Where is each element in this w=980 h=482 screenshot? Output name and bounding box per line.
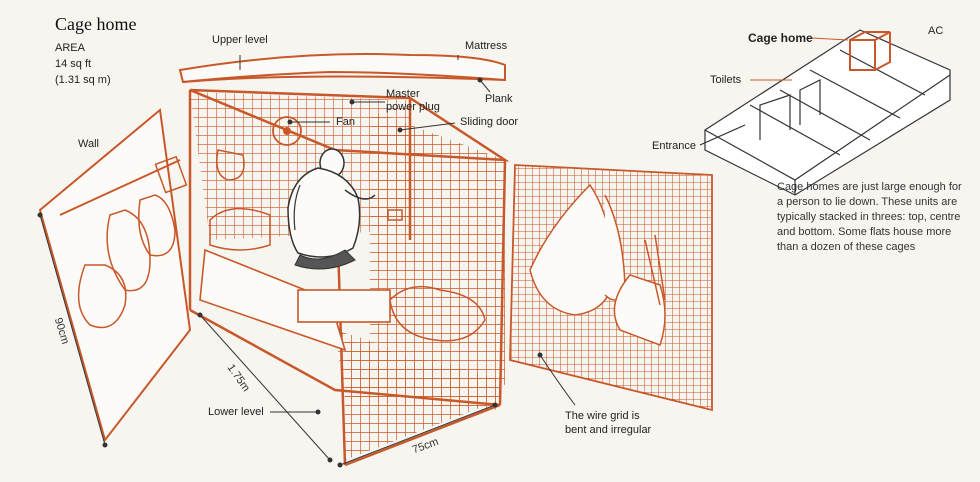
label-master-power-plug: Master power plug bbox=[386, 88, 440, 114]
page-title: Cage home bbox=[55, 14, 137, 34]
floor-plan bbox=[699, 29, 951, 196]
floorplan-ac-label: AC bbox=[928, 25, 944, 37]
wire-grid-panel bbox=[509, 164, 713, 412]
floorplan-toilets-label: Toilets bbox=[710, 74, 742, 86]
floorplan-cage-home-label: Cage home bbox=[748, 31, 813, 45]
label-mattress: Mattress bbox=[465, 40, 508, 52]
label-plank: Plank bbox=[485, 93, 513, 105]
dimension-lines bbox=[37, 212, 498, 468]
area-label: AREA bbox=[55, 42, 85, 54]
person-figure bbox=[287, 148, 376, 270]
label-lower-level: Lower level bbox=[208, 406, 264, 418]
leader-lines bbox=[239, 55, 576, 415]
label-wire-grid: The wire grid is bent and irregular bbox=[565, 409, 651, 437]
label-master-power-plug-line1: Master bbox=[386, 88, 420, 100]
area-block: AREA 14 sq ft (1.31 sq m) bbox=[55, 40, 111, 88]
area-sqm: (1.31 sq m) bbox=[55, 74, 111, 86]
area-sqft: 14 sq ft bbox=[55, 58, 92, 70]
label-wire-grid-line1: The wire grid is bbox=[565, 410, 640, 422]
description-text: Cage homes are just large enough for a p… bbox=[777, 181, 962, 253]
cage-frame bbox=[188, 88, 510, 467]
label-wall: Wall bbox=[78, 138, 99, 150]
label-sliding-door: Sliding door bbox=[460, 116, 519, 128]
label-upper-level: Upper level bbox=[212, 34, 268, 46]
floorplan-entrance-label: Entrance bbox=[652, 140, 697, 152]
mattress-plank bbox=[178, 53, 506, 84]
wall-panel bbox=[38, 108, 192, 443]
label-wire-grid-line2: bent and irregular bbox=[565, 424, 652, 436]
label-fan: Fan bbox=[336, 116, 355, 128]
label-master-power-plug-line2: power plug bbox=[386, 101, 440, 113]
